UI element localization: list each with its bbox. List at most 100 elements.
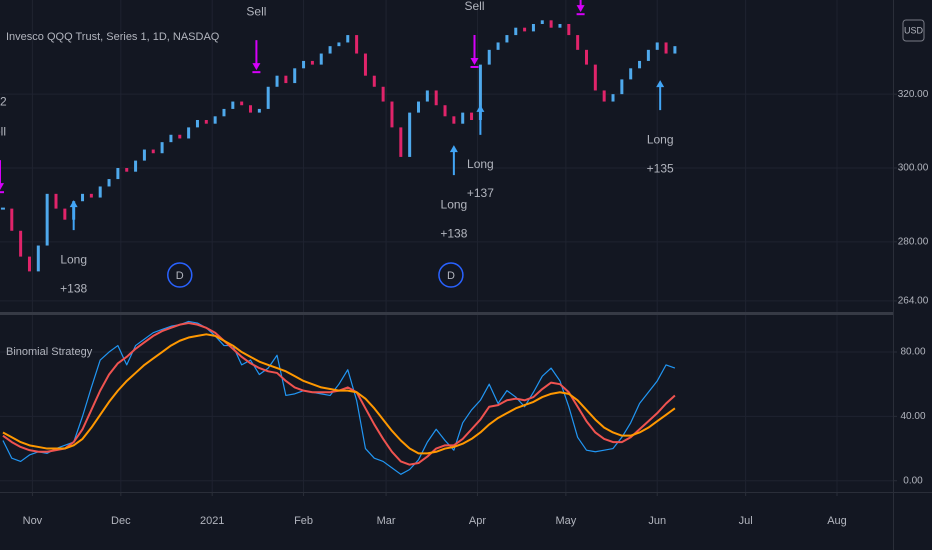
signal-head (252, 63, 261, 71)
signal-arrow (476, 104, 485, 135)
price-bar (116, 168, 120, 180)
signal-arrow (576, 0, 585, 16)
price-bar (620, 79, 624, 95)
price-bar (213, 116, 217, 124)
price-bar (134, 160, 138, 172)
price-bar (523, 27, 527, 32)
signal-arrow (449, 145, 458, 176)
price-bar (673, 46, 677, 54)
dividend-marker (438, 262, 464, 288)
y-tick-label: 320.00 (898, 89, 929, 100)
price-bar (337, 42, 341, 47)
price-bar (549, 20, 553, 28)
y-tick-label: 40.00 (900, 411, 925, 422)
x-tick-label: Nov (23, 515, 43, 527)
price-bar (655, 42, 659, 50)
symbol-title: Invesco QQQ Trust, Series 1, 1D, NASDAQ (6, 31, 220, 43)
signal-arrow (470, 34, 479, 68)
y-tick-label: 300.00 (898, 163, 929, 174)
price-bar (487, 49, 491, 65)
price-bar (425, 90, 429, 102)
x-tick-label: Mar (377, 515, 396, 527)
x-tick-label: 2021 (200, 515, 224, 527)
price-bar (567, 24, 571, 36)
price-bar (275, 75, 279, 87)
signal-label: ell (0, 124, 6, 138)
price-bar (372, 75, 376, 87)
price-bar (381, 86, 385, 102)
price-bar (514, 27, 518, 36)
signal-arrow (69, 200, 78, 231)
price-bar (142, 149, 146, 161)
price-bar (576, 35, 580, 50)
signal-head (576, 5, 585, 13)
price-bar (257, 108, 261, 113)
price-bar (408, 112, 412, 157)
price-bar (319, 53, 323, 65)
price-bar (63, 208, 67, 220)
signal-label: +135 (647, 161, 674, 175)
price-bar (151, 149, 155, 154)
price-bar (169, 134, 173, 143)
price-bar (390, 101, 394, 128)
grid-layer (0, 0, 893, 492)
x-tick-label: Feb (294, 515, 313, 527)
signal-label: +138 (440, 226, 467, 240)
currency-box[interactable] (902, 19, 925, 42)
y-tick-label: 80.00 (900, 347, 925, 358)
x-tick-label: Jul (739, 515, 753, 527)
x-tick-label: May (555, 515, 576, 527)
price-bar (10, 208, 14, 231)
price-bar (98, 186, 102, 198)
x-tick-label: Dec (111, 515, 131, 527)
price-bar (505, 35, 509, 43)
signal-head (470, 57, 479, 65)
price-bar (478, 64, 482, 120)
x-tick-label: Jun (648, 515, 666, 527)
price-bar (81, 193, 85, 202)
price-bar (36, 245, 40, 272)
signal-arrow (0, 160, 4, 194)
price-bar (19, 230, 23, 257)
signal-label: +138 (60, 281, 87, 295)
currency-label[interactable]: USD (904, 25, 924, 35)
signal-arrow (656, 80, 665, 111)
indicator-pane (2, 320, 676, 475)
signal-head (69, 200, 78, 208)
price-bar (399, 127, 403, 157)
signal-label: Long (647, 132, 674, 146)
signal-head (0, 183, 4, 191)
price-bar (178, 134, 182, 139)
price-bar (89, 193, 93, 198)
price-bar (496, 42, 500, 50)
y-tick-label: 0.00 (903, 475, 923, 486)
price-bar (54, 193, 58, 209)
price-bar (638, 60, 642, 69)
indicator-line (2, 333, 676, 455)
dividend-marker (167, 262, 193, 288)
price-bar (222, 108, 226, 117)
signal-head (449, 145, 458, 153)
price-bar (558, 24, 562, 28)
price-bar (266, 86, 270, 109)
price-bar (293, 68, 297, 84)
price-bar (417, 101, 421, 113)
price-bar (452, 116, 456, 124)
x-tick-label: Apr (469, 515, 486, 527)
signal-label: Sell (246, 4, 266, 18)
price-pane: 42ellLong+138SellLong+138SellLong+137Lon… (0, 0, 677, 295)
indicator-title: Binomial Strategy (6, 346, 93, 358)
price-bar (664, 42, 668, 54)
price-bar (443, 105, 447, 117)
price-bar (125, 168, 129, 172)
price-bar (593, 64, 597, 91)
price-bar (284, 75, 288, 84)
price-bar (355, 35, 359, 54)
price-bar (611, 94, 615, 102)
axes-layer: 264.00 280.00 300.00 320.00 0.00 40.00 80.00 No… (23, 89, 929, 527)
signal-label: +137 (467, 186, 494, 200)
price-bar (187, 127, 191, 139)
price-bar (584, 49, 588, 65)
